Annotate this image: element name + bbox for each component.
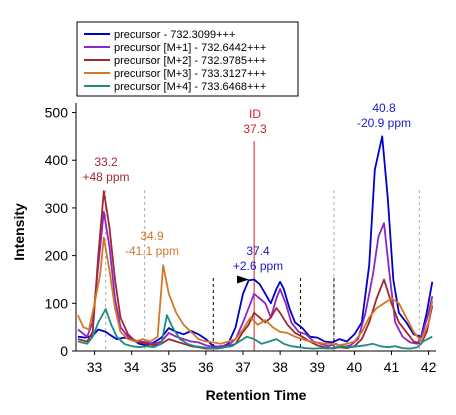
- y-tick-label: 100: [45, 295, 69, 311]
- x-tick-label: 39: [309, 359, 325, 375]
- series-lines: [77, 135, 434, 350]
- y-tick-label: 300: [45, 200, 69, 216]
- legend-label-1: precursor [M+1] - 732.6442+++: [114, 42, 266, 54]
- y-tick-label: 500: [45, 105, 69, 121]
- x-tick-label: 41: [384, 359, 400, 375]
- peak-annotation-2-line-0: ID: [249, 107, 261, 121]
- peak-annotation-1-line-0: 34.9: [140, 229, 164, 243]
- x-tick-label: 40: [347, 359, 363, 375]
- legend-label-0: precursor - 732.3099+++: [114, 29, 235, 41]
- x-axis-label: Retention Time: [206, 387, 307, 403]
- peak-arrow-marker: [237, 275, 250, 284]
- legend-label-4: precursor [M+4] - 733.6468+++: [114, 81, 266, 93]
- x-tick-label: 37: [235, 359, 251, 375]
- peak-annotation-0-line-0: 33.2: [94, 155, 118, 169]
- series-line-4: [77, 308, 433, 350]
- guide-lines: [105, 141, 420, 351]
- peak-annotation-4-line-0: 40.8: [372, 101, 396, 115]
- y-axis-label: Intensity: [11, 203, 27, 261]
- x-tick-label: 36: [198, 359, 214, 375]
- peak-annotation-1-line-1: -41.1 ppm: [125, 244, 179, 258]
- peak-annotation-4-line-1: -20.9 ppm: [357, 116, 411, 130]
- x-tick-label: 34: [124, 359, 140, 375]
- axes: 0 100 200 300 400 500 33 34 35 36 37 38 39 40 41 42 Rete…: [11, 103, 437, 403]
- y-tick-label: 0: [60, 343, 68, 359]
- legend-label-3: precursor [M+3] - 733.3127+++: [114, 68, 266, 80]
- series-line-2: [77, 190, 434, 350]
- x-tick-label: 33: [87, 359, 103, 375]
- x-tick-label: 35: [161, 359, 177, 375]
- peak-annotation-3-line-0: 37.4: [246, 244, 270, 258]
- peak-annotation-2-line-1: 37.3: [243, 122, 267, 136]
- y-tick-label: 200: [45, 248, 69, 264]
- legend-box: [76, 21, 299, 97]
- y-tick-label: 400: [45, 152, 69, 168]
- x-tick-label: 38: [272, 359, 288, 375]
- legend: precursor - 732.3099+++precursor [M+1] -…: [76, 21, 299, 97]
- series-line-0: [77, 135, 434, 349]
- series-line-3: [77, 236, 434, 347]
- peak-annotation-3-line-1: +2.6 ppm: [233, 259, 283, 273]
- x-tick-label: 42: [421, 359, 437, 375]
- peak-annotation-0-line-1: +48 ppm: [82, 170, 129, 184]
- legend-label-2: precursor [M+2] - 732.9785+++: [114, 55, 266, 67]
